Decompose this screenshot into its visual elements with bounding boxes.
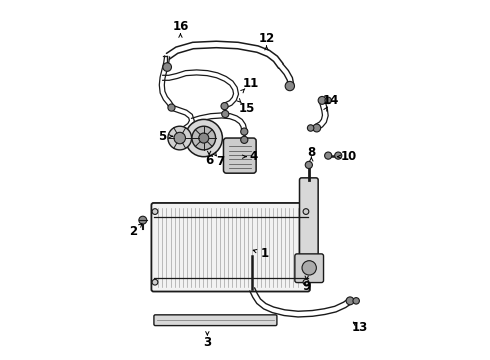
Text: 8: 8: [307, 145, 316, 158]
Circle shape: [303, 209, 309, 215]
Circle shape: [313, 124, 320, 132]
Text: 4: 4: [250, 150, 258, 163]
Text: 2: 2: [129, 225, 137, 238]
Circle shape: [152, 209, 158, 215]
Circle shape: [302, 261, 317, 275]
Circle shape: [305, 161, 313, 168]
FancyBboxPatch shape: [151, 203, 310, 292]
Text: 10: 10: [341, 150, 357, 163]
Circle shape: [174, 132, 186, 144]
Circle shape: [152, 279, 158, 285]
Text: 13: 13: [352, 320, 368, 333]
Circle shape: [241, 136, 248, 143]
Circle shape: [221, 111, 229, 118]
Circle shape: [324, 152, 332, 159]
Circle shape: [168, 104, 175, 111]
Circle shape: [346, 297, 354, 305]
Circle shape: [199, 133, 209, 143]
Circle shape: [163, 63, 172, 71]
Text: 6: 6: [205, 154, 213, 167]
Text: 1: 1: [261, 247, 269, 260]
Text: 3: 3: [203, 336, 211, 348]
Circle shape: [168, 126, 192, 150]
FancyBboxPatch shape: [295, 254, 323, 283]
FancyBboxPatch shape: [154, 315, 277, 325]
Text: 15: 15: [239, 102, 255, 115]
Text: 11: 11: [242, 77, 259, 90]
Text: 5: 5: [158, 130, 166, 143]
Text: 7: 7: [217, 155, 225, 168]
Circle shape: [185, 120, 222, 157]
FancyBboxPatch shape: [223, 138, 256, 173]
Circle shape: [139, 216, 147, 224]
Circle shape: [353, 298, 359, 304]
Circle shape: [325, 97, 331, 104]
Circle shape: [173, 139, 180, 146]
Circle shape: [335, 152, 342, 159]
Circle shape: [174, 131, 181, 138]
Text: 16: 16: [172, 20, 189, 33]
FancyBboxPatch shape: [299, 178, 318, 259]
Circle shape: [307, 125, 314, 131]
Circle shape: [192, 126, 216, 150]
Circle shape: [241, 128, 248, 135]
Circle shape: [303, 279, 309, 285]
Text: 12: 12: [258, 32, 274, 45]
Circle shape: [221, 103, 228, 110]
Text: 14: 14: [323, 94, 339, 107]
Circle shape: [318, 96, 326, 104]
Circle shape: [285, 81, 294, 91]
Text: 9: 9: [302, 280, 311, 293]
